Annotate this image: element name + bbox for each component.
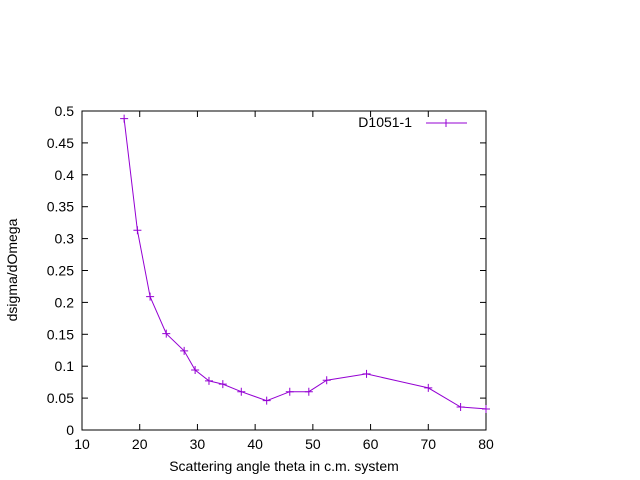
y-axis-ticks: 0 0.05 0.1 0.15 0.2 0.25 0.3 0.35 0.4 0.45 0.5 bbox=[47, 103, 486, 438]
legend: D1051-1 bbox=[358, 114, 467, 130]
data-point bbox=[146, 292, 155, 301]
data-point bbox=[191, 366, 200, 375]
y-tick-label: 0.5 bbox=[55, 103, 75, 119]
data-point bbox=[133, 226, 142, 235]
data-point bbox=[204, 376, 213, 385]
y-tick-label: 0.1 bbox=[55, 358, 75, 374]
series-line bbox=[123, 118, 487, 410]
y-tick-label: 0.3 bbox=[55, 231, 75, 247]
data-point bbox=[218, 380, 227, 389]
data-point bbox=[180, 346, 189, 355]
x-tick-label: 20 bbox=[132, 436, 148, 452]
y-tick-label: 0.45 bbox=[47, 135, 74, 151]
x-tick-label: 30 bbox=[190, 436, 206, 452]
x-tick-label: 70 bbox=[420, 436, 436, 452]
x-tick-label: 80 bbox=[478, 436, 494, 452]
y-axis-title: dsigma/dOmega bbox=[4, 218, 20, 321]
y-tick-label: 0.25 bbox=[47, 263, 74, 279]
y-tick-label: 0.2 bbox=[55, 294, 75, 310]
data-point bbox=[362, 369, 371, 378]
x-tick-label: 10 bbox=[74, 436, 90, 452]
y-tick-label: 0.15 bbox=[47, 326, 74, 342]
y-tick-label: 0.05 bbox=[47, 390, 74, 406]
data-point bbox=[120, 114, 129, 123]
x-tick-label: 40 bbox=[247, 436, 263, 452]
y-tick-label: 0 bbox=[66, 422, 74, 438]
legend-label: D1051-1 bbox=[358, 114, 412, 130]
data-point bbox=[262, 396, 271, 405]
y-tick-label: 0.35 bbox=[47, 199, 74, 215]
data-point bbox=[237, 387, 246, 396]
data-point bbox=[424, 383, 433, 392]
y-tick-label: 0.4 bbox=[55, 167, 75, 183]
data-point bbox=[322, 376, 331, 385]
plot-frame bbox=[81, 110, 487, 431]
x-axis-title: Scattering angle theta in c.m. system bbox=[169, 458, 399, 474]
legend-marker bbox=[442, 119, 450, 127]
x-tick-label: 50 bbox=[305, 436, 321, 452]
data-point bbox=[285, 387, 294, 396]
x-axis-ticks: 10 20 30 40 50 60 70 80 bbox=[74, 111, 494, 452]
series-layer bbox=[120, 114, 490, 413]
data-point bbox=[456, 403, 465, 412]
data-point bbox=[162, 329, 171, 338]
data-point bbox=[304, 387, 313, 396]
x-tick-label: 60 bbox=[363, 436, 379, 452]
data-point bbox=[482, 404, 490, 413]
